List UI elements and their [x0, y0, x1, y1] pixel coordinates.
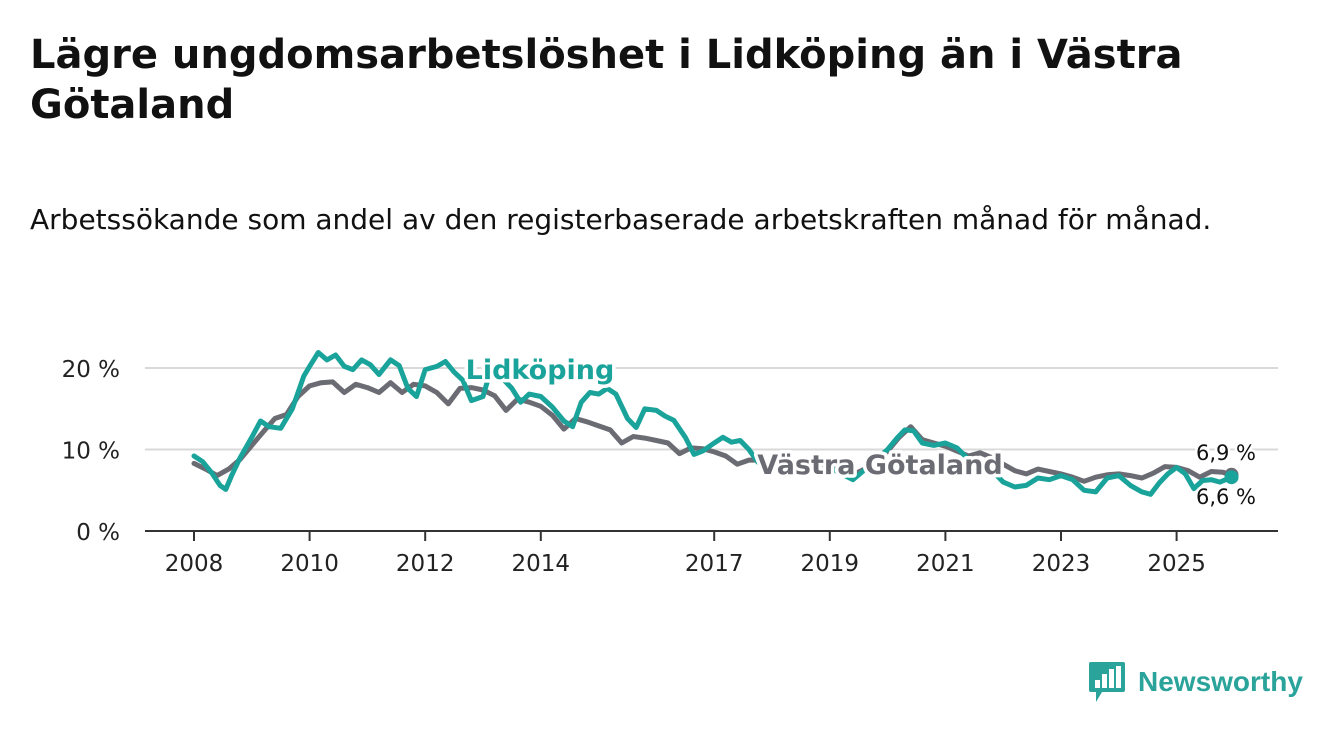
y-tick-label: 10 %	[62, 439, 120, 465]
x-tick-label: 2025	[1147, 551, 1206, 577]
series-line-lidk-ping	[191, 350, 1234, 497]
series-labels: Lidköping Västra Götaland 6,9 % 6,6 %	[462, 352, 1258, 512]
chart-subtitle: Arbetssökande som andel av den registerb…	[30, 203, 1212, 236]
chart-title: Lägre ungdomsarbetslöshet i Lidköping än…	[30, 32, 1183, 128]
y-tick-label: 0 %	[76, 520, 120, 546]
y-tick-label: 20 %	[62, 357, 120, 383]
brand-name: Newsworthy	[1138, 666, 1303, 697]
x-tick-label: 2023	[1032, 551, 1091, 577]
series-label-vastra-gotaland: Västra Götaland	[757, 450, 1002, 481]
x-tick-label: 2012	[396, 551, 455, 577]
x-tick-label: 2017	[685, 551, 744, 577]
x-tick-label: 2019	[801, 551, 860, 577]
series-label-lidkoping: Lidköping	[466, 355, 615, 386]
series-line-v-stra-g-taland	[191, 379, 1234, 484]
end-value-label-vastra-gotaland: 6,9 %	[1196, 441, 1256, 465]
x-tick-label: 2014	[512, 551, 571, 577]
brand-logo: Newsworthy	[1088, 660, 1303, 704]
grid-lines	[145, 367, 1278, 451]
end-point-lidk-ping	[1224, 470, 1239, 485]
end-value-label-lidkoping: 6,6 %	[1196, 485, 1256, 509]
x-tick-label: 2010	[280, 551, 339, 577]
x-tick-label: 2008	[165, 551, 224, 577]
newsworthy-logo-icon	[1089, 662, 1125, 702]
series-lines	[191, 350, 1239, 497]
axes: 0 % 10 % 20 % 2008 2010 2012 2014 2017 2019 2021 2…	[62, 357, 1278, 577]
x-tick-label: 2021	[916, 551, 975, 577]
